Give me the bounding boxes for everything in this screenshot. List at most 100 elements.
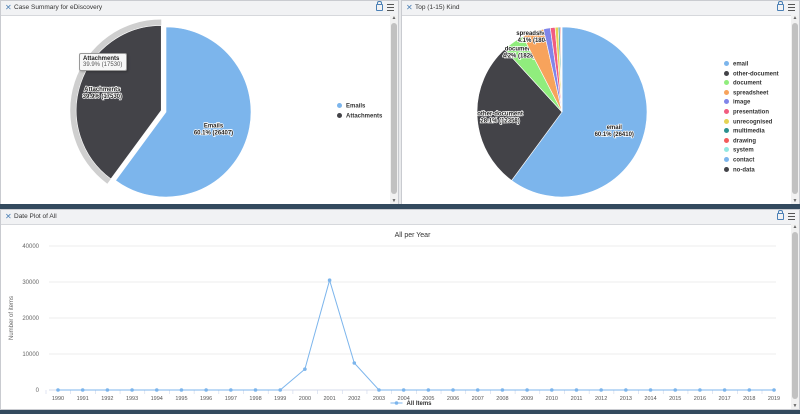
data-point	[80, 388, 85, 392]
date-line-chart: All per Year Number of items 0 10000 20000 30…	[9, 232, 780, 407]
data-point	[426, 388, 431, 392]
scroll-up-arrow[interactable]: ▲	[792, 15, 798, 21]
pie-label: email	[607, 125, 623, 131]
data-point	[500, 388, 505, 392]
close-icon[interactable]: ✕	[5, 3, 12, 12]
data-point	[673, 388, 678, 392]
top-kind-header: ✕ Top (1-15) Kind	[402, 1, 799, 16]
scroll-thumb[interactable]	[792, 23, 798, 194]
data-point	[278, 388, 283, 392]
data-point	[352, 361, 357, 365]
legend-marker	[394, 401, 399, 405]
scroll-thumb[interactable]	[792, 232, 798, 399]
x-tick-label: 1995	[175, 396, 187, 402]
legend-item[interactable]: contact	[724, 157, 754, 164]
legend-item[interactable]: unrecognised	[724, 118, 772, 125]
legend-marker	[337, 103, 342, 108]
y-tick-label: 40000	[22, 244, 39, 250]
close-icon[interactable]: ✕	[406, 3, 413, 12]
x-tick-label: 2016	[694, 396, 706, 402]
data-point	[525, 388, 529, 392]
chart-title: All per Year	[395, 232, 431, 239]
legend-item[interactable]: presentation	[724, 109, 769, 116]
legend-item[interactable]: system	[724, 147, 754, 154]
case-summary-panel: ✕ Case Summary for eDiscovery Emails 60.1…	[0, 0, 399, 205]
panel-divider-bar	[0, 204, 800, 209]
x-tick-label: 2001	[323, 396, 335, 402]
x-tick-label: 2002	[348, 396, 360, 402]
data-point	[130, 388, 134, 392]
x-tick-label: 2011	[571, 396, 583, 402]
legend-marker	[724, 80, 729, 86]
legend-label: spreadsheet	[733, 90, 769, 97]
legend-marker	[724, 166, 729, 172]
menu-icon[interactable]	[788, 4, 795, 11]
legend-label: All Items	[407, 401, 433, 407]
data-point	[229, 388, 233, 392]
lock-icon[interactable]	[376, 1, 383, 11]
x-tick-label: 1991	[77, 396, 89, 402]
lock-icon[interactable]	[777, 1, 784, 11]
legend-marker	[724, 157, 729, 162]
legend-item[interactable]: multimedia	[724, 128, 765, 135]
data-point	[56, 388, 60, 392]
legend-label: presentation	[733, 109, 770, 116]
legend-item[interactable]: other-document	[724, 70, 779, 77]
x-tick-label: 2005	[422, 396, 434, 402]
data-point	[327, 278, 332, 282]
y-tick-label: 10000	[22, 352, 39, 358]
data-point	[549, 388, 554, 392]
scroll-down-arrow[interactable]: ▼	[792, 198, 798, 204]
legend-item[interactable]: Emails	[337, 103, 365, 110]
case-summary-header: ✕ Case Summary for eDiscovery	[1, 1, 398, 16]
case-summary-title: Case Summary for eDiscovery	[14, 4, 103, 11]
scroll-thumb[interactable]	[391, 23, 397, 194]
data-point	[698, 388, 702, 392]
scroll-down-arrow[interactable]: ▼	[391, 198, 397, 204]
date-plot-scrollbar[interactable]: ▲ ▼	[791, 224, 799, 409]
data-point	[154, 388, 159, 392]
data-point	[722, 388, 727, 392]
scroll-down-arrow[interactable]: ▼	[792, 403, 798, 409]
x-tick-label: 2017	[718, 396, 730, 402]
pie-value-label: 4.2% (1828)	[503, 54, 536, 60]
pie-slice-Emails	[115, 26, 252, 198]
legend-item[interactable]: email	[724, 61, 748, 68]
x-tick-label: 2009	[521, 396, 533, 402]
scroll-up-arrow[interactable]: ▲	[792, 224, 798, 230]
x-tick-label: 2013	[620, 396, 632, 402]
top-kind-scrollbar[interactable]: ▲ ▼	[791, 15, 799, 204]
legend-item[interactable]: no-data	[724, 166, 755, 173]
legend-marker	[724, 99, 729, 105]
legend-item[interactable]: spreadsheet	[724, 89, 769, 97]
top-kind-panel: ✕ Top (1-15) Kind email 60.1% (26410) othe…	[401, 0, 800, 205]
case-summary-scrollbar[interactable]: ▲ ▼	[390, 15, 398, 204]
legend-item[interactable]: Attachments	[337, 113, 382, 120]
data-point	[253, 388, 258, 392]
pie-value-label: 4.1% (1804)	[518, 38, 551, 44]
legend-item[interactable]: drawing	[724, 137, 756, 144]
legend-item[interactable]: document	[724, 80, 762, 87]
x-tick-label: 2008	[496, 396, 508, 402]
menu-icon[interactable]	[788, 213, 795, 220]
legend-item[interactable]: image	[724, 99, 750, 106]
x-tick-label: 1999	[274, 396, 286, 402]
data-point	[624, 388, 628, 392]
pie-value-label: 60.1% (26407)	[194, 131, 233, 137]
x-tick-label: 2000	[299, 396, 311, 402]
legend-label: multimedia	[733, 128, 765, 135]
menu-icon[interactable]	[387, 4, 394, 11]
pie-label: document	[505, 47, 534, 53]
date-plot-header: ✕ Date Plot of All	[1, 210, 799, 225]
pie-label: other-document	[477, 111, 523, 117]
lock-icon[interactable]	[777, 210, 784, 220]
legend-label: Emails	[346, 103, 366, 110]
x-tick-label: 1997	[225, 396, 237, 402]
data-point	[747, 388, 752, 392]
x-tick-label: 1998	[249, 396, 261, 402]
close-icon[interactable]: ✕	[5, 212, 12, 221]
legend-label: document	[733, 80, 762, 87]
scroll-up-arrow[interactable]: ▲	[391, 15, 397, 21]
